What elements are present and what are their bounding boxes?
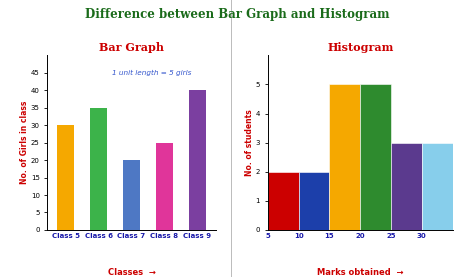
- Bar: [156, 143, 173, 230]
- Bar: [329, 84, 360, 230]
- Text: Marks obtained  →: Marks obtained →: [317, 268, 403, 277]
- Text: 1 unit length = 5 girls: 1 unit length = 5 girls: [112, 70, 191, 76]
- Y-axis label: No. of students: No. of students: [245, 109, 254, 176]
- Bar: [299, 172, 329, 230]
- Bar: [90, 108, 107, 230]
- Text: Difference between Bar Graph and Histogram: Difference between Bar Graph and Histogr…: [85, 8, 389, 21]
- Bar: [189, 90, 206, 230]
- Y-axis label: No. of Girls in class: No. of Girls in class: [20, 101, 29, 184]
- Bar: [391, 143, 422, 230]
- Bar: [360, 84, 391, 230]
- Bar: [422, 143, 453, 230]
- Title: Bar Graph: Bar Graph: [99, 42, 164, 53]
- Bar: [123, 160, 140, 230]
- Title: Histogram: Histogram: [327, 42, 393, 53]
- Text: Classes  →: Classes →: [108, 268, 155, 277]
- Bar: [57, 125, 74, 230]
- Bar: [268, 172, 299, 230]
